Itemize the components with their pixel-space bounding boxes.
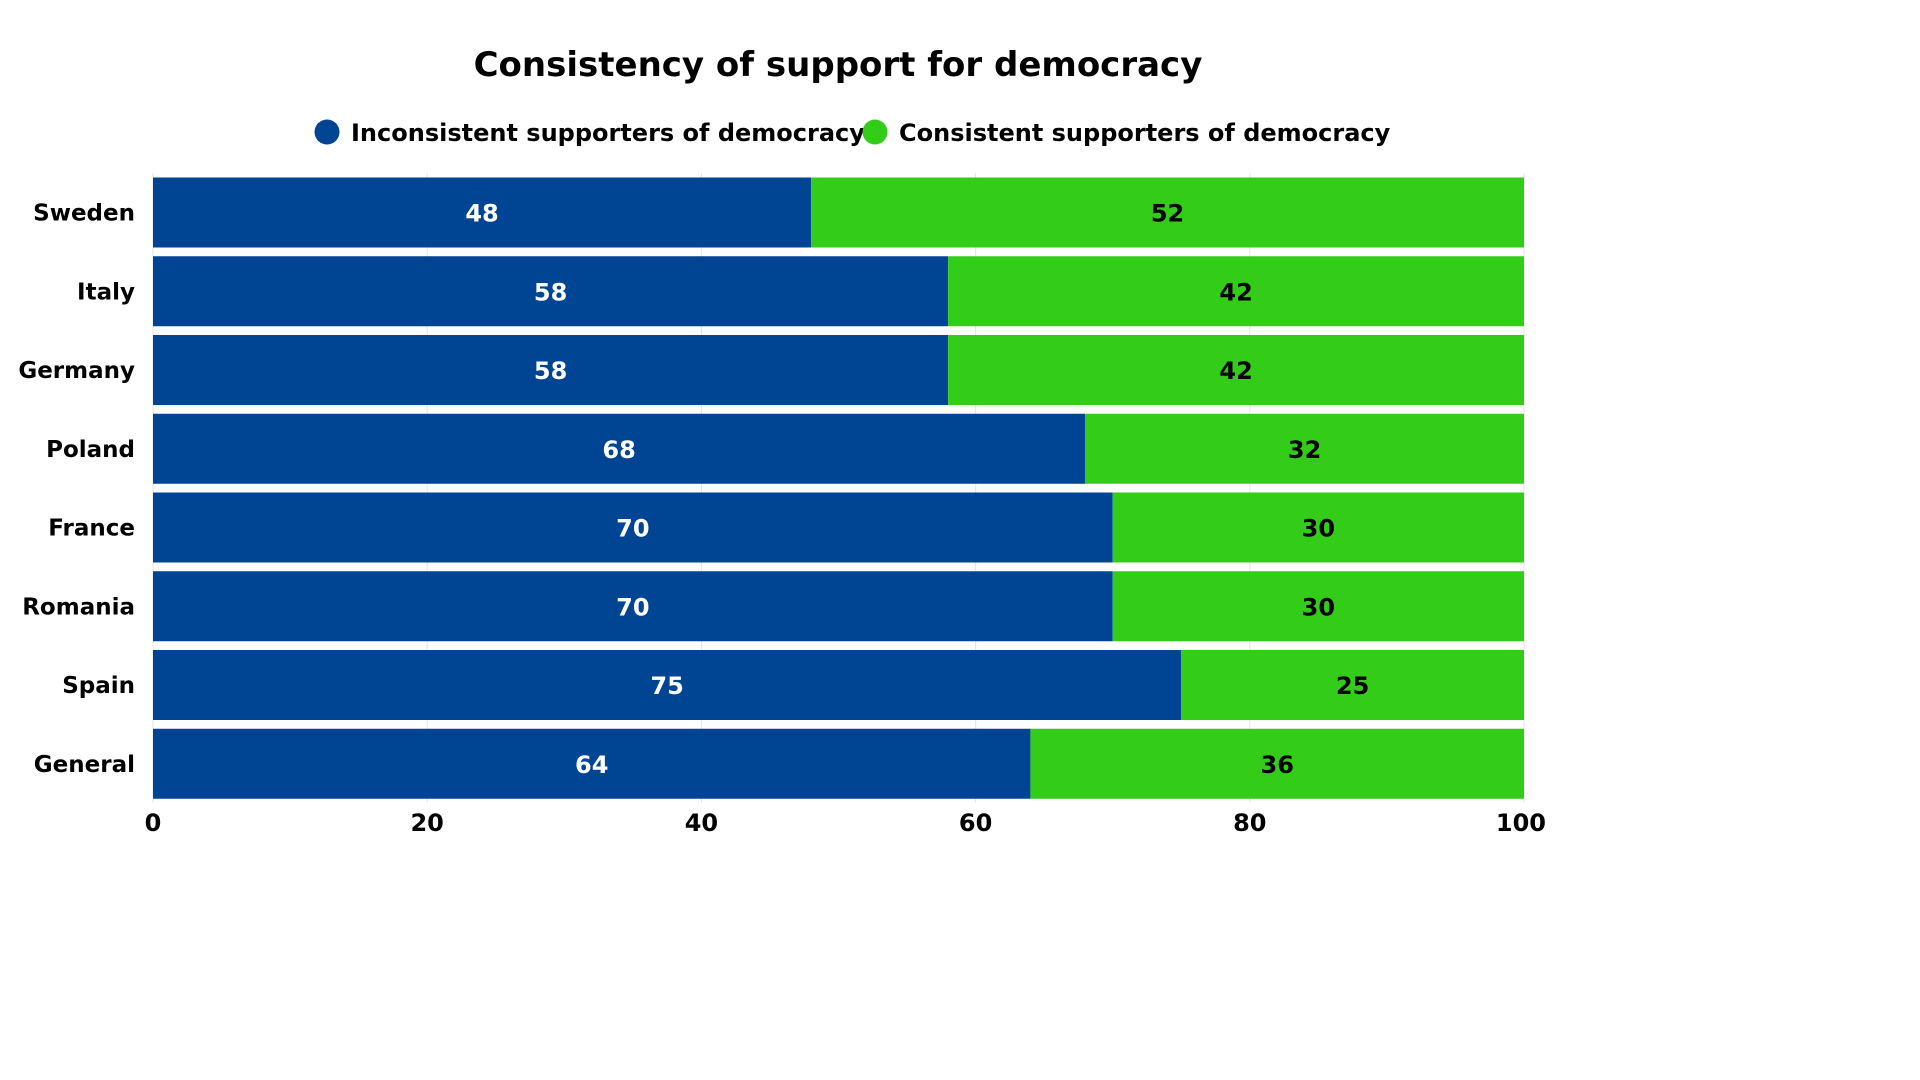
x-tick-label-60: 60 [959, 809, 992, 837]
x-tick-label-40: 40 [685, 809, 718, 837]
category-label-germany: Germany [18, 358, 135, 384]
x-tick-label-80: 80 [1233, 809, 1266, 837]
bar-label-romania-series-1: 30 [1302, 593, 1335, 621]
legend-marker-0 [314, 119, 340, 145]
bar-label-romania-series-0: 70 [616, 593, 649, 621]
chart-title: Consistency of support for democracy [474, 45, 1203, 85]
bar-label-germany-series-1: 42 [1219, 357, 1252, 385]
legend-marker-1 [862, 119, 888, 145]
legend-label-1: Consistent supporters of democracy [899, 119, 1391, 147]
bar-label-sweden-series-1: 52 [1151, 200, 1184, 228]
bar-france-series-1 [1112, 492, 1524, 563]
bar-label-italy-series-1: 42 [1219, 278, 1252, 306]
category-label-romania: Romania [22, 594, 135, 620]
bar-poland-series-1 [1085, 413, 1524, 484]
x-tick-label-100: 100 [1496, 809, 1546, 837]
bar-label-poland-series-0: 68 [602, 436, 635, 464]
bar-germany-series-1 [948, 335, 1524, 405]
category-labels: Sweden Italy Germany Poland France Romania Spa… [18, 201, 135, 778]
bar-label-france-series-0: 70 [616, 515, 649, 543]
bar-romania-series-0 [153, 571, 1113, 642]
category-label-general: General [34, 752, 135, 778]
bar-label-sweden-series-0: 48 [465, 200, 498, 228]
category-label-france: France [48, 516, 135, 542]
bar-general-series-1 [1030, 728, 1524, 799]
bars [153, 177, 1524, 799]
bar-label-general-series-0: 64 [575, 751, 608, 779]
bar-value-labels: 48 52 58 42 58 42 68 32 70 30 70 30 75 25 64 36 [465, 200, 1369, 779]
bar-label-spain-series-1: 25 [1336, 672, 1369, 700]
x-tick-label-20: 20 [410, 809, 443, 837]
category-label-spain: Spain [62, 673, 135, 699]
bar-label-italy-series-0: 58 [534, 278, 567, 306]
bar-poland-series-0 [153, 413, 1086, 484]
x-tick-label-0: 0 [145, 809, 162, 837]
stacked-bar-chart: Consistency of support for democracy Inc… [18, 45, 1546, 837]
bar-general-series-0 [153, 728, 1031, 799]
bar-romania-series-1 [1112, 571, 1524, 642]
bar-france-series-0 [153, 492, 1113, 563]
bar-sweden-series-1 [811, 177, 1524, 248]
bar-italy-series-1 [948, 256, 1524, 327]
bar-label-france-series-1: 30 [1302, 515, 1335, 543]
bar-germany-series-0 [153, 335, 949, 405]
bar-spain-series-0 [153, 650, 1182, 720]
category-label-italy: Italy [77, 279, 135, 305]
bar-spain-series-1 [1181, 650, 1524, 720]
bar-label-general-series-1: 36 [1261, 751, 1294, 779]
category-label-poland: Poland [46, 437, 135, 463]
bar-label-germany-series-0: 58 [534, 357, 567, 385]
category-label-sweden: Sweden [33, 201, 135, 227]
legend-label-0: Inconsistent supporters of democracy [351, 119, 865, 147]
bar-label-spain-series-0: 75 [650, 672, 683, 700]
chart-container: Consistency of support for democracy Inc… [18, 45, 1546, 837]
legend: Inconsistent supporters of democracy Cons… [314, 119, 1391, 147]
bar-sweden-series-0 [153, 177, 812, 248]
bar-italy-series-0 [153, 256, 949, 327]
bar-label-poland-series-1: 32 [1288, 436, 1321, 464]
x-axis-tick-labels: 0 20 40 60 80 100 [145, 809, 1546, 837]
